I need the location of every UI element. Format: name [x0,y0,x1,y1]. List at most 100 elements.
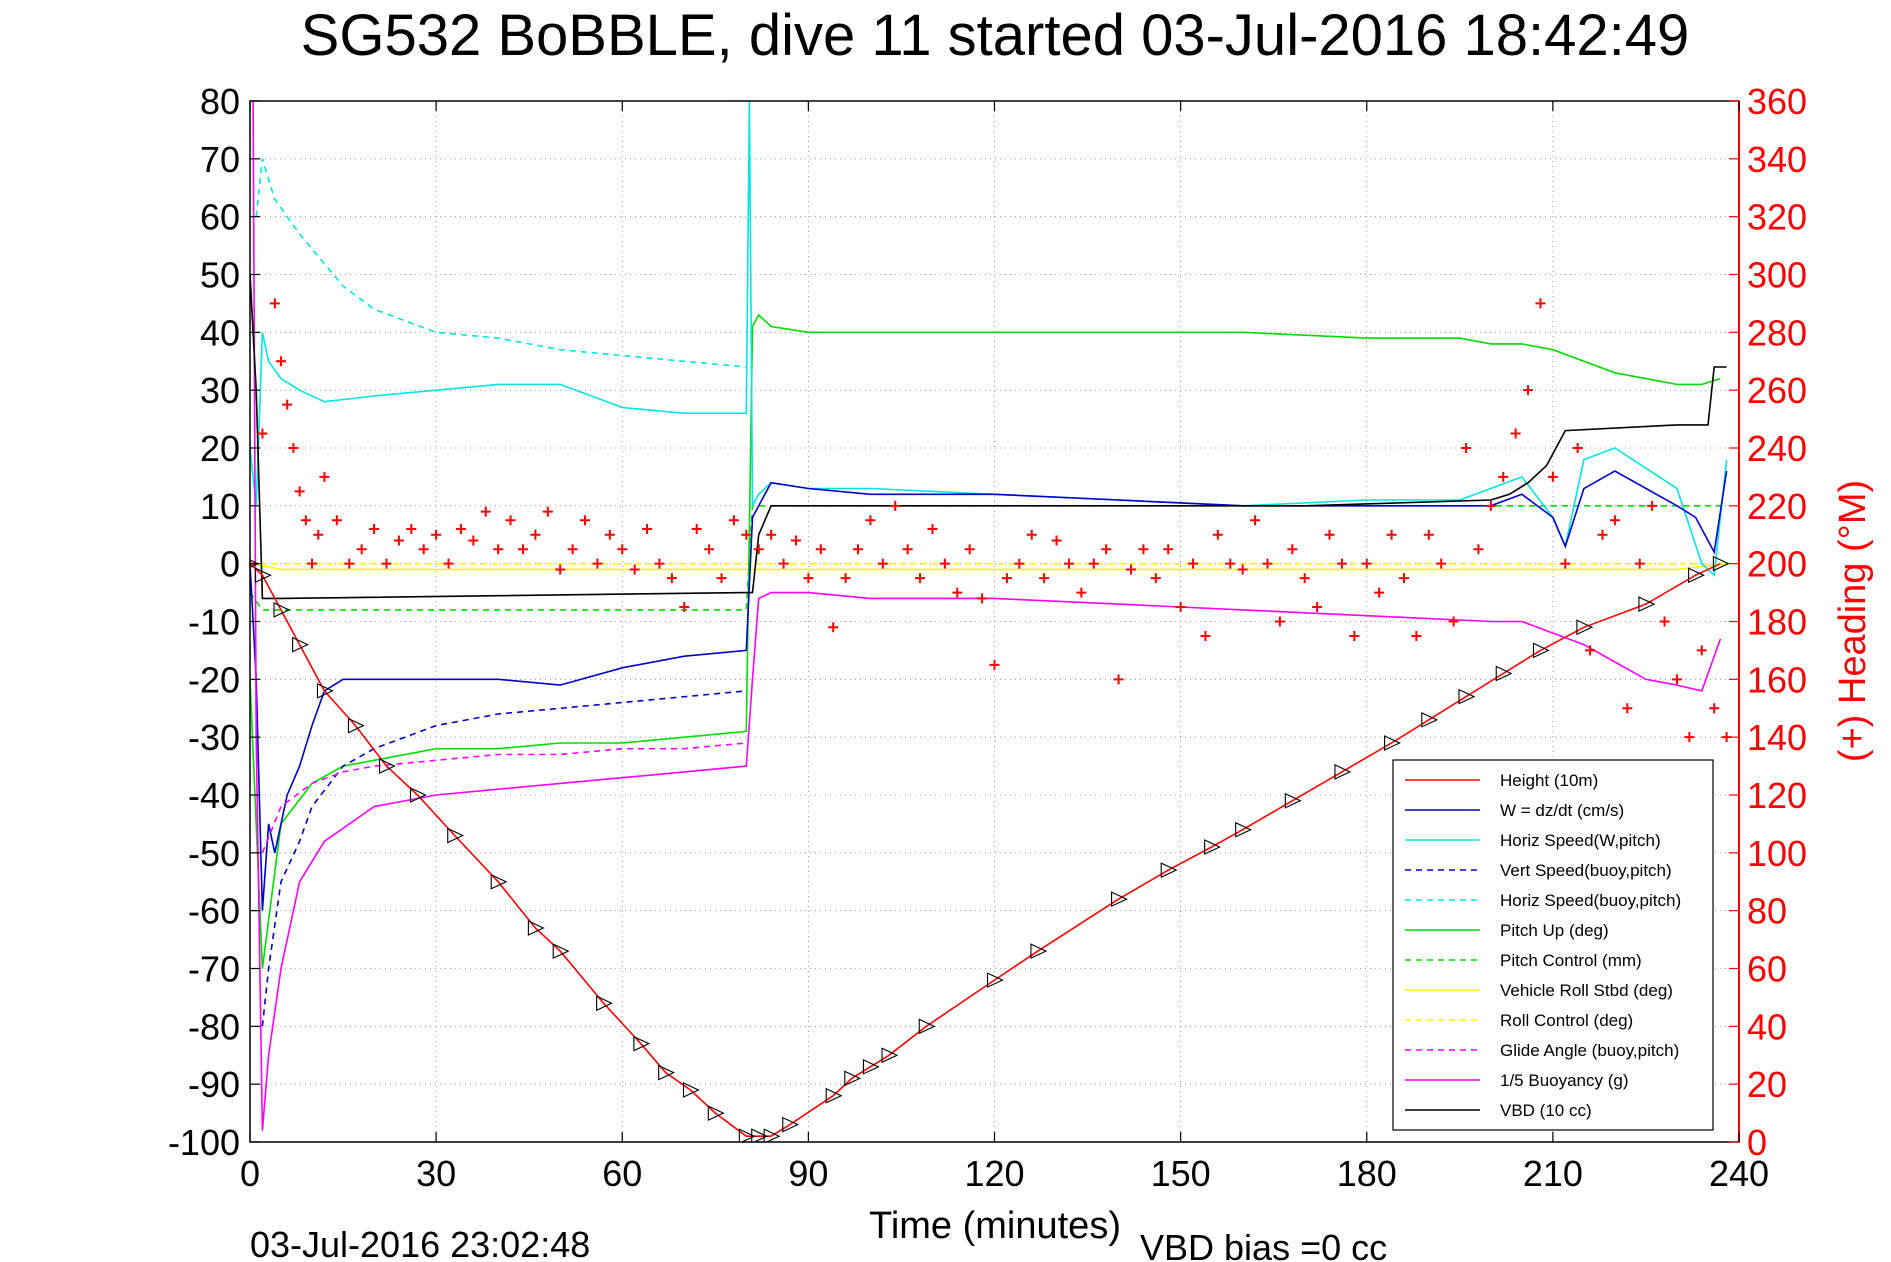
heading-point [1349,630,1360,641]
heading-point [741,529,752,540]
heading-point [1336,558,1347,569]
heading-point [691,523,702,534]
legend-label: 1/5 Buoyancy (g) [1500,1071,1629,1090]
y2-tick-label: 360 [1747,81,1807,122]
heading-point [1101,544,1112,555]
heading-point [257,428,268,439]
heading-point [778,558,789,569]
y-tick-label: -90 [188,1064,240,1105]
legend-label: Vehicle Roll Stbd (deg) [1500,981,1673,1000]
heading-point [927,523,938,534]
heading-point [269,298,280,309]
height-marker [825,1087,843,1104]
heading-point [1175,602,1186,613]
heading-point [1312,602,1323,613]
y2-tick-label: 180 [1747,602,1807,643]
height-marker [1421,711,1439,728]
height-marker [763,1128,781,1142]
legend-label: Vert Speed(buoy,pitch) [1500,861,1672,880]
y-tick-label: 0 [220,544,240,585]
y2-tick-label: 60 [1747,949,1787,990]
x-tick-label: 120 [964,1153,1024,1194]
heading-point [1374,587,1385,598]
height-marker [347,717,365,734]
heading-point [294,486,305,497]
heading-point [1324,529,1335,540]
heading-point [1609,515,1620,526]
heading-point [964,544,975,555]
heading-point [307,558,318,569]
heading-point [1485,500,1496,511]
heading-point [766,529,777,540]
heading-point [555,564,566,575]
legend-label: Pitch Control (mm) [1500,951,1642,970]
heading-point [1063,558,1074,569]
height-marker [738,1128,756,1142]
height-marker [1712,555,1730,572]
height-marker [986,972,1004,988]
heading-point [356,544,367,555]
heading-point [666,573,677,584]
heading-point [1287,544,1298,555]
heading-point [1535,298,1546,309]
y-axis-left: 80 70 60 50 40 30 20 10 0 -10 -20 -30 -40 -50 -60 -70 -8… [168,81,260,1163]
heading-point [728,515,739,526]
y2-tick-label: 320 [1747,197,1807,238]
y-tick-label: -30 [188,717,240,758]
heading-point [1039,573,1050,584]
height-marker [1576,619,1594,636]
heading-point [1076,587,1087,598]
heading-point [1138,544,1149,555]
height-marker [1495,665,1513,682]
heading-point [1088,558,1099,569]
heading-point [580,515,591,526]
heading-point [1671,674,1682,685]
height-marker [1688,567,1705,584]
series-line-0 [250,562,1721,1137]
x-tick-label: 180 [1337,1153,1397,1194]
heading-point [567,544,578,555]
heading-point [369,523,380,534]
y-tick-label: 20 [200,428,240,469]
y-tick-label: 30 [200,370,240,411]
height-marker [1532,642,1550,659]
heading-point [276,356,287,367]
heading-point [1622,703,1633,714]
height-marker [918,1018,936,1035]
heading-point [915,573,926,584]
y2-tick-label: 20 [1747,1064,1787,1105]
height-marker [682,1082,700,1098]
height-marker [1284,792,1302,809]
height-marker [1334,764,1352,780]
y2-tick-label: 80 [1747,891,1787,932]
heading-point [592,558,603,569]
heading-point [431,529,442,540]
height-marker [490,873,508,890]
heading-point [629,564,640,575]
heading-point [902,544,913,555]
heading-point [642,523,653,534]
y2-tick-label: 40 [1747,1006,1787,1047]
heading-point [1386,529,1397,540]
heading-point [679,602,690,613]
y2-tick-label: 340 [1747,139,1807,180]
heading-point [1436,558,1447,569]
y2-tick-label: 120 [1747,775,1807,816]
x-tick-label: 60 [602,1153,642,1194]
heading-point [1634,558,1645,569]
heading-point [1051,535,1062,546]
y-tick-label: -20 [188,659,240,700]
legend-label: Height (10m) [1500,771,1598,790]
height-marker [881,1047,899,1064]
y-tick-label: 50 [200,255,240,296]
height-marker [273,602,291,618]
heading-point [1125,564,1136,575]
heading-point [530,529,541,540]
y2-tick-label: 100 [1747,833,1807,874]
y-tick-label: -100 [168,1122,240,1163]
heading-point [716,573,727,584]
heading-point [331,515,342,526]
legend-label: W = dz/dt (cm/s) [1500,801,1624,820]
series-line-5 [250,313,1721,969]
heading-point [617,544,628,555]
